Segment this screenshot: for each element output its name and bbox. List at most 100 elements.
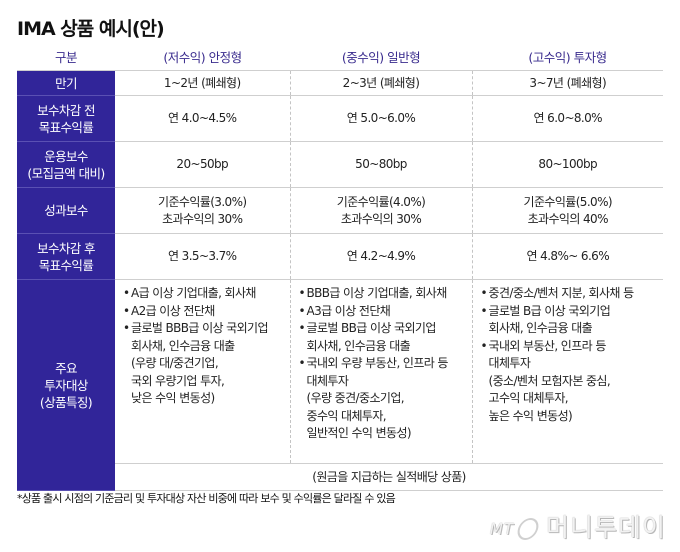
bullet-icon: •	[298, 286, 306, 300]
row-label-line: 주요	[55, 360, 77, 376]
table-cell: 80~100bp	[472, 141, 663, 188]
bullet-icon: •	[480, 286, 488, 300]
investment-item-text: 국내외 우량 부동산, 인프라 등	[306, 356, 449, 370]
row-label-line: 운용보수	[44, 148, 88, 164]
mt-logo-text: MT	[489, 520, 514, 538]
investment-item-continuation: 고수익 대체투자,	[488, 391, 569, 405]
investment-item: • A급 이상 기업대출, 회사채	[123, 285, 290, 303]
investment-item: • 국내외 부동산, 인프라 등	[481, 338, 664, 356]
table-row-note: (원금을 지급하는 실적배당 상품)	[17, 463, 663, 491]
investment-item-continuation: 대체투자	[488, 356, 531, 370]
table-cell: 연 4.2~4.9%	[290, 233, 473, 280]
table-row-target-return-after-fees: 보수차감 후 목표수익률 연 3.5~3.7% 연 4.2~4.9% 연 4.8…	[17, 233, 663, 280]
investment-list-investment: • 중견/중소/벤처 지분, 회사채 등 • 글로벌 B급 이상 국외기업 회사채, 인…	[472, 279, 664, 464]
column-header-general: (중수익) 일반형	[290, 42, 472, 71]
column-header-category: 구분	[17, 42, 115, 71]
table-cell: 연 4.0~4.5%	[115, 95, 291, 142]
investment-item: • 중견/중소/벤처 지분, 회사채 등	[481, 285, 664, 303]
row-label: 성과보수	[17, 187, 115, 234]
row-label-line: 투자대상	[44, 377, 88, 393]
bullet-icon: •	[480, 303, 488, 318]
table-cell: 20~50bp	[115, 141, 291, 188]
investment-item-text: 중견/중소/벤처 지분, 회사채 등	[488, 286, 635, 300]
row-label: 보수차감 후 목표수익률	[17, 233, 115, 280]
table-row-target-return-before-fees: 보수차감 전 목표수익률 연 4.0~4.5% 연 5.0~6.0% 연 6.0…	[17, 95, 663, 142]
row-label-line: (모집금액 대비)	[27, 165, 105, 181]
investment-item-continuation: 높은 수익 변동성)	[488, 408, 573, 423]
investment-item-text: A급 이상 기업대출, 회사채	[131, 286, 256, 300]
cell-line: 초과수익의 40%	[527, 211, 609, 226]
bullet-icon: •	[298, 303, 306, 318]
table-row-performance-fee: 성과보수 기준수익률(3.0%) 초과수익의 30% 기준수익률(4.0%) 초…	[17, 187, 663, 234]
cell-line: 기준수익률(5.0%)	[523, 194, 613, 209]
investment-item-continuation: 회사채, 인수금융 대출	[488, 321, 593, 335]
investment-list-stable: • A급 이상 기업대출, 회사채 • A2급 이상 전단채 • 글로벌 BBB급 이상 …	[115, 279, 291, 464]
table-cell: 50~80bp	[290, 141, 473, 188]
row-label-line: 목표수익률	[38, 119, 94, 135]
investment-item-text: BBB급 이상 기업대출, 회사채	[306, 286, 448, 300]
investment-item-text: 글로벌 B급 이상 국외기업	[488, 303, 611, 318]
investment-item: • BBB급 이상 기업대출, 회사채	[299, 285, 472, 303]
bullet-icon: •	[123, 286, 130, 300]
table-cell: 기준수익률(4.0%) 초과수익의 30%	[290, 187, 473, 234]
cell-line: 기준수익률(3.0%)	[158, 194, 247, 209]
investment-item: • 글로벌 BBB급 이상 국외기업	[123, 320, 290, 338]
investment-item-continuation: (우량 중견/중소기업,	[306, 391, 405, 405]
bullet-icon: •	[298, 356, 306, 370]
footnote: *상품 출시 시점의 기준금리 및 투자대상 자산 비중에 따라 보수 및 수익…	[17, 492, 396, 505]
table-cell: 기준수익률(3.0%) 초과수익의 30%	[115, 187, 291, 234]
logo-ring-icon	[515, 518, 541, 540]
product-note: (원금을 지급하는 실적배당 상품)	[115, 463, 663, 491]
cell-line: 초과수익의 30%	[162, 211, 243, 226]
investment-item-text: A3급 이상 전단채	[306, 303, 391, 318]
table-cell: 기준수익률(5.0%) 초과수익의 40%	[472, 187, 663, 234]
investment-item-text: A2급 이상 전단채	[131, 303, 215, 318]
table-row-investment-targets: 주요 투자대상 (상품특징) • A급 이상 기업대출, 회사채 • A2급 이상 전…	[17, 279, 664, 491]
row-label: 보수차감 전 목표수익률	[17, 95, 115, 142]
table-cell: 연 4.8%~ 6.6%	[472, 233, 663, 280]
column-header-investment: (고수익) 투자형	[472, 42, 663, 71]
table-cell: 연 3.5~3.7%	[115, 233, 291, 280]
investment-item-text: 글로벌 BB급 이상 국외기업	[306, 321, 437, 335]
table-row-management-fee: 운용보수 (모집금액 대비) 20~50bp 50~80bp 80~100bp	[17, 141, 663, 188]
table-cell: 2~3년 (폐쇄형)	[290, 70, 473, 96]
cell-line: 초과수익의 30%	[340, 211, 422, 226]
row-label-line: (상품특징)	[39, 394, 93, 410]
investment-item-continuation: 낮은 수익 변동성)	[131, 391, 215, 405]
ima-product-table: 구분 (저수익) 안정형 (중수익) 일반형 (고수익) 투자형 만기 1~2년…	[17, 42, 663, 491]
table-cell: 연 5.0~6.0%	[290, 95, 473, 142]
investment-item-continuation: 회사채, 인수금융 대출	[306, 338, 411, 353]
table-cell: 연 6.0~8.0%	[472, 95, 663, 142]
investment-item-continuation: (중소/벤처 모험자본 중심,	[488, 373, 611, 388]
investment-item-continuation: (우량 대/중견기업,	[131, 356, 219, 370]
row-label-line: 보수차감 전	[37, 102, 95, 118]
investment-item-continuation: 대체투자	[306, 373, 349, 388]
investment-list-general: • BBB급 이상 기업대출, 회사채 • A3급 이상 전단채 • 글로벌 BB급 이상…	[290, 279, 473, 464]
investment-item-continuation: 회사채, 인수금융 대출	[131, 338, 235, 353]
logo-name: 머니투데이	[545, 513, 666, 542]
investment-item-text: 글로벌 BBB급 이상 국외기업	[131, 321, 269, 335]
row-label-line: 보수차감 후	[37, 240, 95, 256]
row-label: 운용보수 (모집금액 대비)	[17, 141, 115, 188]
bullet-icon: •	[480, 338, 488, 353]
bullet-icon: •	[123, 303, 130, 318]
investment-item: • 글로벌 BB급 이상 국외기업	[299, 320, 472, 338]
table-header-row: 구분 (저수익) 안정형 (중수익) 일반형 (고수익) 투자형	[17, 42, 663, 71]
moneytoday-logo: MT 머니투데이	[490, 508, 666, 544]
row-label: 주요 투자대상 (상품특징)	[17, 279, 115, 491]
cell-line: 기준수익률(4.0%)	[336, 194, 426, 209]
table-row-maturity: 만기 1~2년 (폐쇄형) 2~3년 (폐쇄형) 3~7년 (폐쇄형)	[17, 70, 663, 96]
investment-item-continuation: 국외 우량기업 투자,	[131, 373, 225, 388]
bullet-icon: •	[298, 321, 306, 335]
investment-item-text: 국내외 부동산, 인프라 등	[488, 338, 607, 353]
investment-item: • A3급 이상 전단채	[299, 303, 472, 321]
investment-item: • 글로벌 B급 이상 국외기업	[481, 303, 664, 321]
row-label-line: 목표수익률	[38, 257, 94, 273]
investment-item: • A2급 이상 전단채	[123, 303, 290, 321]
bullet-icon: •	[123, 321, 130, 335]
investment-item-continuation: 중수익 대체투자,	[306, 408, 387, 423]
table-cell: 1~2년 (폐쇄형)	[115, 70, 291, 96]
investment-item: • 국내외 우량 부동산, 인프라 등	[299, 355, 472, 373]
row-label: 만기	[17, 70, 115, 96]
investment-item-continuation: 일반적인 수익 변동성)	[306, 426, 412, 440]
